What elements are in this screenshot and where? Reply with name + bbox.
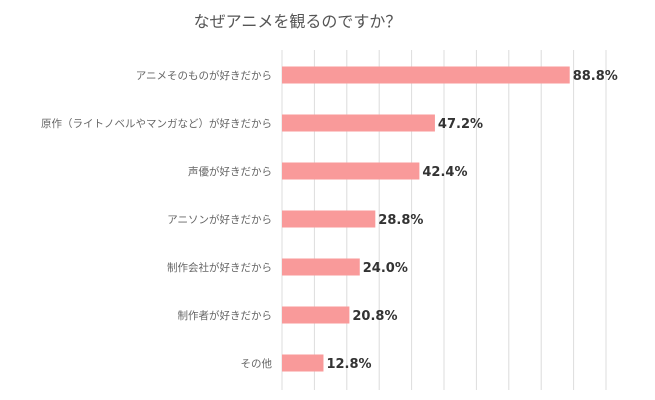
category-label: アニメそのものが好きだから [136, 69, 272, 82]
category-label: アニソンが好きだから [167, 213, 272, 226]
value-label: 88.8% [573, 69, 618, 84]
value-label: 42.4% [422, 165, 467, 180]
value-label: 24.0% [363, 261, 408, 276]
bar [282, 354, 324, 372]
bar [282, 258, 360, 276]
bar [282, 306, 350, 324]
chart-title: なぜアニメを観るのですか？ [193, 12, 402, 31]
category-label: その他 [241, 357, 273, 370]
bar [282, 210, 376, 228]
value-label: 47.2% [438, 117, 483, 132]
category-label: 原作（ライトノベルやマンガなど）が好きだから [41, 117, 272, 130]
bar [282, 162, 420, 180]
bar [282, 114, 435, 132]
bar [282, 66, 570, 84]
category-label: 声優が好きだから [188, 165, 272, 178]
value-label: 12.8% [326, 357, 371, 372]
value-label: 28.8% [378, 213, 423, 228]
category-label: 制作会社が好きだから [167, 261, 272, 274]
category-label: 制作者が好きだから [178, 309, 273, 322]
value-label: 20.8% [352, 309, 397, 324]
